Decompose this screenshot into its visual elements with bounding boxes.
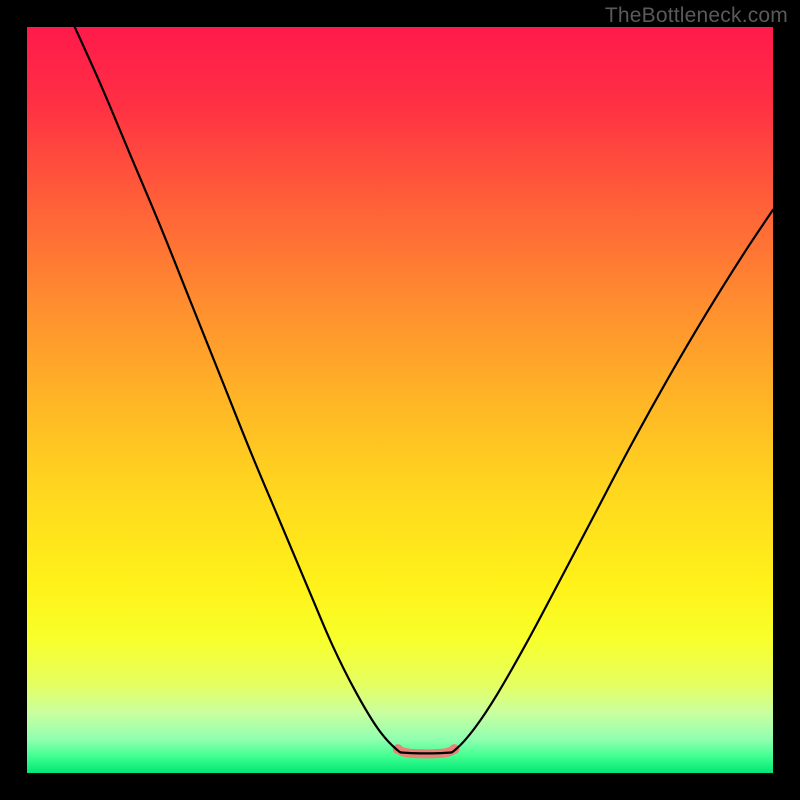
watermark-text: TheBottleneck.com — [605, 4, 788, 28]
bottleneck-curve — [75, 27, 773, 753]
plot-area — [27, 27, 773, 773]
chart-frame: TheBottleneck.com — [0, 0, 800, 800]
curve-layer — [27, 27, 773, 773]
